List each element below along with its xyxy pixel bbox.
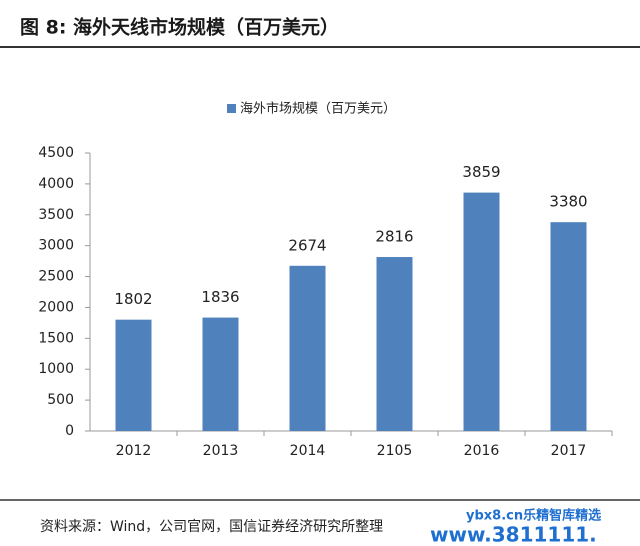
x-tick-label: 2016 [464,443,500,459]
bar [376,257,413,431]
y-tick-label: 2000 [38,299,74,315]
data-label: 2674 [288,236,326,254]
data-label: 1802 [114,290,152,308]
y-tick-label: 3000 [38,238,74,254]
y-tick-label: 500 [47,392,74,408]
legend-label: 海外市场规模（百万美元） [240,101,396,117]
bar [289,265,326,431]
y-tick-label: 4500 [38,145,74,161]
chart-title: 图 8: 海外天线市场规模（百万美元） [20,16,339,39]
y-tick-label: 1000 [38,361,74,377]
bar [463,192,500,431]
bar [115,319,152,431]
x-tick-label: 2014 [290,443,326,459]
x-tick-label: 2017 [551,443,587,459]
data-label: 1836 [201,288,239,306]
bar [550,222,587,431]
watermark: ybx8.cn乐精智库精选 [466,508,601,524]
y-tick-label: 4000 [38,176,74,192]
x-tick-label: 2105 [377,443,413,459]
y-tick-label: 3500 [38,207,74,223]
legend-swatch [227,104,236,113]
y-tick-label: 2500 [38,269,74,285]
y-tick-label: 0 [65,423,74,439]
data-label: 3380 [549,193,587,211]
bar [202,317,239,431]
source-note: 资料来源：Wind，公司官网，国信证券经济研究所整理 [40,519,383,535]
data-label: 3859 [462,163,500,181]
data-label: 2816 [375,228,413,246]
watermark: www.3811111. [430,523,597,546]
x-tick-label: 2012 [116,443,152,459]
x-tick-label: 2013 [203,443,239,459]
y-tick-label: 1500 [38,330,74,346]
